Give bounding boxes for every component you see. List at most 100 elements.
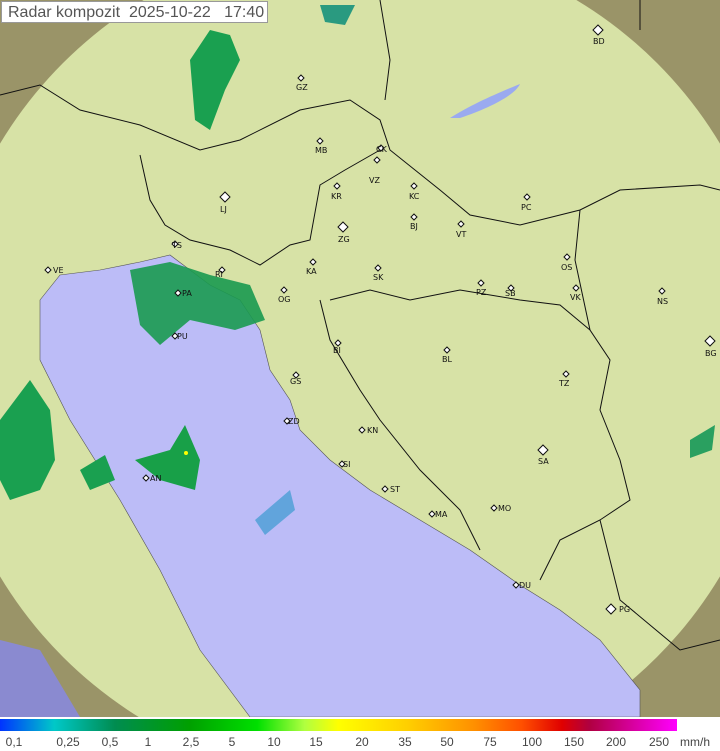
city-label: KC: [409, 192, 420, 201]
legend-tick: 2,5: [182, 735, 200, 749]
legend-unit: mm/h: [680, 735, 710, 749]
city-label: TZ: [558, 379, 570, 388]
legend-tick: 0,1: [5, 735, 23, 749]
city-label: PC: [521, 203, 532, 212]
city-marker-icon: [333, 182, 341, 190]
city-label: BL: [442, 355, 452, 364]
city-label: MB: [315, 146, 327, 155]
borders: [0, 0, 720, 651]
city-label: RI: [215, 270, 223, 279]
city-marker-icon: [523, 193, 531, 201]
city-marker-icon: [171, 332, 179, 340]
legend-tick: 20: [355, 735, 369, 749]
city-label: PG: [619, 605, 630, 614]
legend-tick: 75: [483, 735, 497, 749]
city-label: AN: [150, 474, 161, 483]
city-label: OG: [278, 295, 291, 304]
legend-tick: 10: [267, 735, 281, 749]
legend-tick: 0,25: [56, 735, 80, 749]
city-marker-icon: [507, 284, 515, 292]
city-label: KN: [367, 426, 378, 435]
tyrrhenian-edge: [0, 640, 80, 717]
city-label: BJ: [410, 222, 418, 231]
city-marker-icon: [410, 182, 418, 190]
city-marker-icon: [457, 220, 465, 228]
city-label: MO: [498, 504, 511, 513]
city-marker-icon: [338, 460, 346, 468]
city-label: KA: [306, 267, 317, 276]
city-marker-icon: [374, 264, 382, 272]
legend-tick: 150: [563, 735, 585, 749]
city-marker-icon: [219, 191, 231, 203]
city-label: MA: [435, 510, 448, 519]
city-label: ST: [390, 485, 400, 494]
city-label: BD: [593, 37, 605, 46]
legend-tick: 200: [605, 735, 627, 749]
city-marker-icon: [358, 426, 366, 434]
city-label: GS: [290, 377, 301, 386]
city-markers: BD GZ MB CK VZ KR KC PC LJ ZG BJ VT TS RI KA SK VE OS PA OG…: [44, 24, 717, 615]
city-marker-icon: [218, 266, 226, 274]
lake-balaton: [450, 84, 520, 118]
city-marker-icon: [381, 485, 389, 493]
city-label: ZG: [338, 235, 350, 244]
city-marker-icon: [174, 289, 182, 297]
city-label: VZ: [369, 176, 380, 185]
city-marker-icon: [44, 266, 52, 274]
city-marker-icon: [316, 137, 324, 145]
city-label: PA: [182, 289, 192, 298]
city-marker-icon: [443, 346, 451, 354]
legend-tick: 5: [228, 735, 236, 749]
city-marker-icon: [704, 335, 716, 347]
city-marker-icon: [142, 474, 150, 482]
city-label: SI: [343, 460, 350, 469]
city-label: TS: [171, 241, 182, 250]
legend-tick: 1: [144, 735, 152, 749]
city-marker-icon: [512, 581, 520, 589]
city-marker-icon: [377, 144, 385, 152]
city-label: VE: [53, 266, 64, 275]
city-marker-icon: [562, 370, 570, 378]
city-label: NS: [657, 297, 668, 306]
city-label: KR: [331, 192, 342, 201]
city-label: PU: [177, 332, 188, 341]
city-marker-icon: [428, 510, 436, 518]
city-marker-icon: [309, 258, 317, 266]
city-label: BI: [333, 346, 341, 355]
adriatic-sea: [39, 254, 641, 717]
city-label: BG: [705, 349, 717, 358]
city-label: CK: [376, 145, 388, 154]
radar-map[interactable]: BD GZ MB CK VZ KR KC PC LJ ZG BJ VT TS RI KA SK VE OS PA OG…: [0, 0, 720, 717]
city-marker-icon: [297, 74, 305, 82]
city-label: LJ: [220, 205, 227, 214]
city-marker-icon: [410, 213, 418, 221]
city-marker-icon: [537, 444, 549, 456]
city-marker-icon: [283, 417, 291, 425]
precipitation-color-scale: [0, 719, 677, 731]
city-marker-icon: [605, 603, 617, 615]
city-marker-icon: [572, 284, 580, 292]
city-marker-icon: [171, 240, 179, 248]
city-label: DU: [519, 581, 531, 590]
city-label: OS: [561, 263, 572, 272]
legend-tick: 100: [521, 735, 543, 749]
legend-tick: 250: [648, 735, 670, 749]
city-label: PZ: [476, 288, 487, 297]
legend-tick: 15: [309, 735, 323, 749]
city-marker-icon: [280, 286, 288, 294]
city-label: VT: [456, 230, 466, 239]
city-label: SK: [373, 273, 384, 282]
city-marker-icon: [334, 339, 342, 347]
city-label: VK: [570, 293, 581, 302]
city-marker-icon: [592, 24, 604, 36]
legend-tick: 50: [440, 735, 454, 749]
city-marker-icon: [658, 287, 666, 295]
city-marker-icon: [490, 504, 498, 512]
city-marker-icon: [477, 279, 485, 287]
precipitation: [0, 5, 715, 535]
city-marker-icon: [563, 253, 571, 261]
city-marker-icon: [337, 221, 349, 233]
legend-tick: 35: [398, 735, 412, 749]
city-label: ZD: [288, 417, 300, 426]
city-marker-icon: [373, 156, 381, 164]
